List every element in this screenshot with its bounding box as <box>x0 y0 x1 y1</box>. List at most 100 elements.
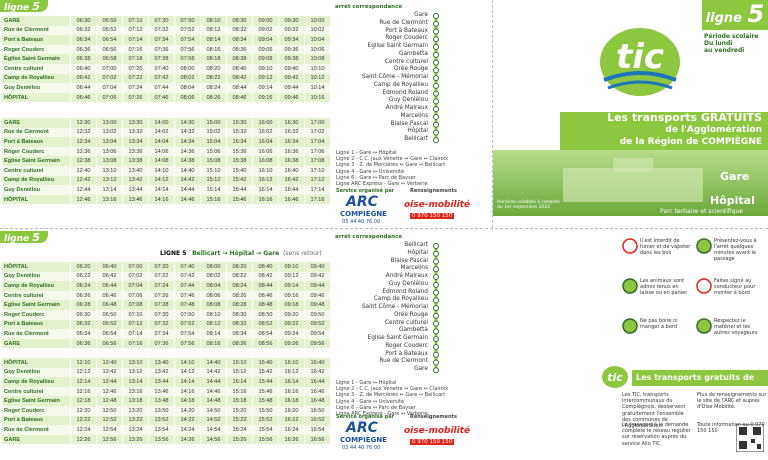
time: 16:16 <box>278 386 305 397</box>
time: 07:22 <box>122 73 149 84</box>
time: 16:40 <box>304 358 331 368</box>
time: 12:44 <box>70 185 97 195</box>
time: 16:44 <box>304 377 331 387</box>
legend-item: Ligne ARC Express - Gare ↔ Verberie <box>336 411 428 417</box>
time: 14:42 <box>174 175 201 186</box>
time: 16:44 <box>278 185 305 195</box>
route-header: arrêt correspondance <box>335 4 403 10</box>
time: 06:54 <box>96 35 123 45</box>
time: 12:26 <box>70 434 97 445</box>
time: 13:08 <box>96 156 123 166</box>
timetable-row: Guy Deniélou 06:44 07:04 07:24 07:44 08:04 08:… <box>2 83 331 93</box>
time: 06:20 <box>70 262 97 272</box>
time: 07:30 <box>148 16 175 26</box>
stop-dot <box>433 44 439 51</box>
stop-name: GARE <box>2 338 71 349</box>
time: 08:24 <box>200 83 227 93</box>
time: 13:06 <box>96 146 123 157</box>
time: 07:04 <box>122 281 149 291</box>
logo-text: tic <box>607 371 623 384</box>
time: 17:08 <box>304 156 331 166</box>
time: 07:56 <box>174 44 201 55</box>
stop-dot <box>433 250 439 257</box>
time: 14:44 <box>200 377 227 387</box>
timetable-row: GARE 06:36 06:56 07:16 07:36 07:56 08:16 08:36 0… <box>2 338 331 349</box>
time: 08:30 <box>226 16 253 26</box>
time: 16:56 <box>304 434 331 445</box>
stop-dot <box>433 258 439 265</box>
oise-logo: oise-mobilité <box>404 200 471 210</box>
time: 15:10 <box>200 165 227 176</box>
time: 06:28 <box>70 300 97 310</box>
stop-name: Guy Deniélou <box>2 271 71 282</box>
stop-dot <box>433 67 439 74</box>
time: 15:34 <box>226 137 253 147</box>
fold <box>0 228 768 229</box>
time: 12:24 <box>70 425 97 435</box>
rule-icon <box>696 238 712 254</box>
time: 08:00 <box>200 262 227 272</box>
route-stop: Bellicart <box>404 242 428 248</box>
route-stop: Guy Deniélou <box>388 280 428 287</box>
time: 08:38 <box>226 54 253 64</box>
stop-dot <box>433 343 439 350</box>
time: 14:20 <box>174 405 201 416</box>
time: 07:40 <box>174 262 201 272</box>
headline-line: Les transports GRATUITS <box>607 111 762 124</box>
logo-shape <box>600 28 680 96</box>
time: 07:10 <box>122 16 149 26</box>
timetable-row: Port à Bateaux 12:34 13:04 13:34 14:04 14:34 1… <box>2 137 331 147</box>
time: 13:14 <box>122 377 149 387</box>
stop-name: Camp de Royallieu <box>2 377 71 387</box>
time: 16:06 <box>252 146 279 157</box>
arc-phone: 03 44 40 76 00 <box>342 219 381 225</box>
timetable-row: Roger Couderc 06:36 06:56 07:16 07:36 07:56 08… <box>2 44 331 55</box>
line-tab: ligne 5 <box>0 231 48 244</box>
time: 07:50 <box>174 309 201 320</box>
time: 13:00 <box>96 118 123 128</box>
time: 13:44 <box>148 377 175 387</box>
time: 09:48 <box>304 300 331 310</box>
info-paragraph: Les TIC, transports intercommunaux du Co… <box>622 392 686 430</box>
stop-name: Roger Couderc <box>2 405 71 416</box>
time: 09:02 <box>252 25 279 36</box>
rule-text: Il est interdit de fumer et de vapoter d… <box>640 238 691 256</box>
stop-name: Port à Bateaux <box>2 319 71 330</box>
time: 07:46 <box>174 290 201 301</box>
time: 16:14 <box>252 185 279 195</box>
stop-dot <box>433 59 439 66</box>
stop-name: Eglise Saint Germain <box>2 300 71 310</box>
time: 09:12 <box>278 271 305 282</box>
time: 09:40 <box>278 63 305 74</box>
time: 08:16 <box>200 44 227 55</box>
arc-phone: 03 44 40 76 00 <box>342 445 381 451</box>
time: 14:32 <box>174 127 201 138</box>
time: 07:02 <box>96 73 123 84</box>
time: 16:12 <box>278 367 305 378</box>
route-header: arrêt correspondance <box>335 234 403 240</box>
time: 08:34 <box>226 329 253 339</box>
stop-name: Eglise Saint Germain <box>2 54 71 64</box>
route-stop: Eglise Saint Germain <box>367 335 428 342</box>
time: 06:32 <box>70 25 97 36</box>
tab-number: 5 <box>32 0 40 13</box>
timetable-row: Rue de Clermont 06:32 06:52 07:12 07:32 07:52… <box>2 25 331 36</box>
time: 13:50 <box>148 405 175 416</box>
time: 08:14 <box>200 329 227 339</box>
time: 16:26 <box>278 434 305 445</box>
route-line <box>433 13 439 144</box>
time: 06:42 <box>70 73 97 84</box>
time: 13:34 <box>122 137 149 147</box>
time: 07:04 <box>96 83 123 93</box>
time: 15:12 <box>226 367 253 378</box>
time: 07:24 <box>148 281 175 291</box>
stop-name: Roger Couderc <box>2 44 71 55</box>
info-paragraph: Plus de renseignements sur le site de l'… <box>697 392 767 411</box>
time: 15:08 <box>200 156 227 166</box>
oise-phone: 0 970 150 150 <box>410 213 455 219</box>
time: 15:52 <box>252 415 279 426</box>
building <box>563 168 703 202</box>
rule-icon <box>622 318 638 334</box>
time: 08:50 <box>252 309 279 320</box>
